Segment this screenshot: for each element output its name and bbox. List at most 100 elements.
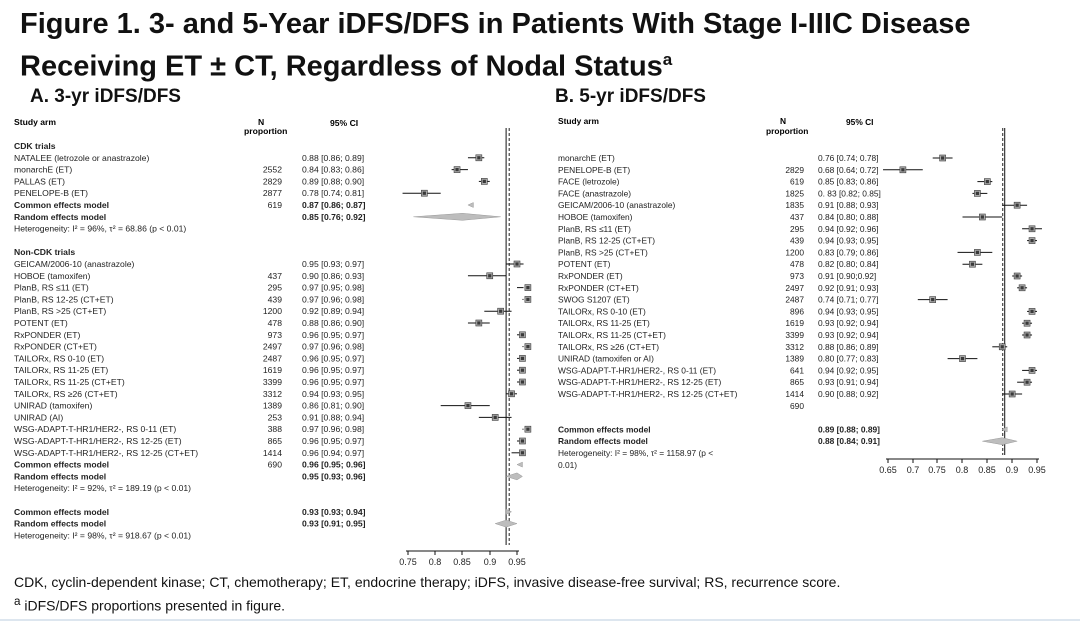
a-row-label: Common effects model bbox=[14, 460, 109, 470]
a-row-ci: 0.97 [0.96; 0.98] bbox=[302, 424, 364, 434]
a-row-ci: 0.90 [0.86; 0.93] bbox=[302, 271, 364, 281]
figure-title-line2: Receiving ET ± CT, Regardless of Nodal S… bbox=[20, 42, 1070, 85]
a-row-ci: 0.93 [0.91; 0.95] bbox=[302, 519, 366, 529]
a-row-label: monarchE (ET) bbox=[14, 165, 72, 175]
b-row-label: FACE (letrozole) bbox=[558, 177, 620, 187]
a-point-estimate bbox=[422, 191, 426, 195]
b-row-ci: 0.83 [0.79; 0.86] bbox=[818, 247, 879, 257]
b-row-n: 2829 bbox=[785, 165, 804, 175]
b-row-label: TAILORx, RS ≥26 (CT+ET) bbox=[558, 342, 659, 352]
a-row-label: PlanB, RS 12-25 (CT+ET) bbox=[14, 294, 114, 304]
a-row-label: POTENT (ET) bbox=[14, 318, 68, 328]
b-row-label: TAILORx, RS 11-25 (CT+ET) bbox=[558, 330, 666, 340]
b-row-ci: 0.92 [0.91; 0.93] bbox=[818, 283, 879, 293]
b-row-label: SWOG S1207 (ET) bbox=[558, 295, 630, 305]
b-row-label: TAILORx, RS 11-25 (ET) bbox=[558, 318, 650, 328]
b-row-n: 1200 bbox=[785, 247, 804, 257]
a-row-n: 1200 bbox=[263, 306, 282, 316]
a-point-estimate bbox=[477, 321, 481, 325]
a-row-ci: 0.95 [0.93; 0.97] bbox=[302, 259, 364, 269]
footnote-a-marker: a bbox=[14, 595, 21, 608]
a-row-n: 439 bbox=[268, 294, 283, 304]
figure-title-line2-text: Receiving ET ± CT, Regardless of Nodal S… bbox=[20, 50, 663, 83]
b-row-label: Common effects model bbox=[558, 424, 651, 434]
b-row-label: PlanB, RS ≤11 (ET) bbox=[558, 224, 631, 234]
b-row-label: Random effects model bbox=[558, 436, 648, 446]
a-row-n: 619 bbox=[268, 200, 283, 210]
a-row-ci: 0.96 [0.95; 0.96] bbox=[302, 460, 366, 470]
b-point-estimate bbox=[1000, 345, 1004, 349]
a-row-n: 2487 bbox=[263, 353, 282, 363]
a-row-label: Random effects model bbox=[14, 519, 106, 529]
b-point-estimate bbox=[1025, 380, 1029, 384]
b-x-tick-label: 0.8 bbox=[956, 465, 969, 475]
a-row-n: 253 bbox=[268, 412, 283, 422]
footnote-a-text: iDFS/DFS proportions presented in figure… bbox=[20, 597, 286, 614]
b-row-ci: 0. 83 [0.82; 0.85] bbox=[818, 188, 881, 198]
b-row-n: 1389 bbox=[785, 354, 804, 364]
b-row-ci: 0.84 [0.80; 0.88] bbox=[818, 212, 879, 222]
a-row-label: Common effects model bbox=[14, 200, 109, 210]
b-header-n: N bbox=[780, 116, 786, 126]
a-header-proportion: proportion bbox=[244, 126, 287, 136]
b-row-label: Heterogeneity: I² = 98%, τ² = 1158.97 (p… bbox=[558, 448, 713, 458]
a-point-estimate bbox=[520, 439, 525, 443]
a-row-n: 295 bbox=[268, 283, 283, 293]
b-point-estimate bbox=[985, 180, 989, 184]
b-row-ci: 0.94 [0.93; 0.95] bbox=[818, 236, 879, 246]
a-pooled-diamond bbox=[505, 508, 513, 515]
b-row-ci: 0.90 [0.88; 0.92] bbox=[818, 389, 879, 399]
a-row-n: 2877 bbox=[263, 188, 282, 198]
b-row-label: WSG-ADAPT-T-HR1/HER2-, RS 12-25 (CT+ET) bbox=[558, 389, 738, 399]
a-point-estimate bbox=[526, 427, 530, 431]
b-row-label: PENELOPE-B (ET) bbox=[558, 165, 630, 175]
b-row-n: 865 bbox=[790, 377, 804, 387]
b-row-n: 619 bbox=[790, 177, 804, 187]
a-row-ci: 0.89 [0.88; 0.90] bbox=[302, 176, 364, 186]
a-point-estimate bbox=[526, 297, 530, 301]
b-row-n: 437 bbox=[790, 212, 804, 222]
b-point-estimate bbox=[1015, 203, 1019, 207]
b-row-label: RxPONDER (ET) bbox=[558, 271, 623, 281]
b-row-label: 0.01) bbox=[558, 460, 577, 470]
a-row-n: 437 bbox=[268, 271, 283, 281]
a-row-label: UNIRAD (tamoxifen) bbox=[14, 401, 92, 411]
b-row-n: 439 bbox=[790, 236, 804, 246]
a-row-label: Non-CDK trials bbox=[14, 247, 75, 257]
b-row-label: PlanB, RS >25 (CT+ET) bbox=[558, 247, 648, 257]
a-row-n: 690 bbox=[268, 460, 283, 470]
a-row-ci: 0.78 [0.74; 0.81] bbox=[302, 188, 364, 198]
a-row-n: 388 bbox=[268, 424, 283, 434]
b-row-n: 1825 bbox=[785, 188, 804, 198]
b-row-label: TAILORx, RS 0-10 (ET) bbox=[558, 306, 646, 316]
a-row-ci: 0.96 [0.95; 0.97] bbox=[302, 377, 364, 387]
a-x-tick-label: 0.75 bbox=[399, 557, 417, 567]
a-row-label: UNIRAD (AI) bbox=[14, 412, 63, 422]
b-point-estimate bbox=[1010, 392, 1014, 396]
a-row-label: WSG-ADAPT-T-HR1/HER2-, RS 12-25 (CT+ET) bbox=[14, 448, 198, 458]
a-row-ci: 0.94 [0.93; 0.95] bbox=[302, 389, 364, 399]
b-header-proportion: proportion bbox=[766, 126, 808, 136]
a-header-n: N bbox=[258, 117, 264, 127]
a-point-estimate bbox=[526, 345, 530, 349]
b-row-ci: 0.94 [0.93; 0.95] bbox=[818, 306, 879, 316]
a-row-ci: 0.85 [0.76; 0.92] bbox=[302, 212, 366, 222]
a-header-ci: 95% CI bbox=[330, 118, 358, 128]
b-point-estimate bbox=[975, 191, 979, 195]
footnote-a: a iDFS/DFS proportions presented in figu… bbox=[14, 592, 840, 616]
b-row-label: FACE (anastrazole) bbox=[558, 188, 631, 198]
a-row-ci: 0.92 [0.89; 0.94] bbox=[302, 306, 364, 316]
a-row-label: Heterogeneity: I² = 98%, τ² = 918.67 (p … bbox=[14, 530, 191, 540]
figure-title-line1: Figure 1. 3- and 5-Year iDFS/DFS in Pati… bbox=[20, 8, 971, 40]
b-row-n: 641 bbox=[790, 365, 804, 375]
b-row-ci: 0.74 [0.71; 0.77] bbox=[818, 295, 879, 305]
b-row-label: UNIRAD (tamoxifen or AI) bbox=[558, 354, 654, 364]
a-row-n: 1389 bbox=[263, 401, 282, 411]
b-row-label: GEICAM/2006-10 (anastrazole) bbox=[558, 200, 676, 210]
b-row-n: 690 bbox=[790, 401, 804, 411]
b-row-label: WSG-ADAPT-T-HR1/HER2-, RS 0-11 (ET) bbox=[558, 365, 716, 375]
a-row-ci: 0.96 [0.95; 0.97] bbox=[302, 365, 364, 375]
a-point-estimate bbox=[488, 274, 492, 278]
a-row-label: PlanB, RS >25 (CT+ET) bbox=[14, 306, 106, 316]
